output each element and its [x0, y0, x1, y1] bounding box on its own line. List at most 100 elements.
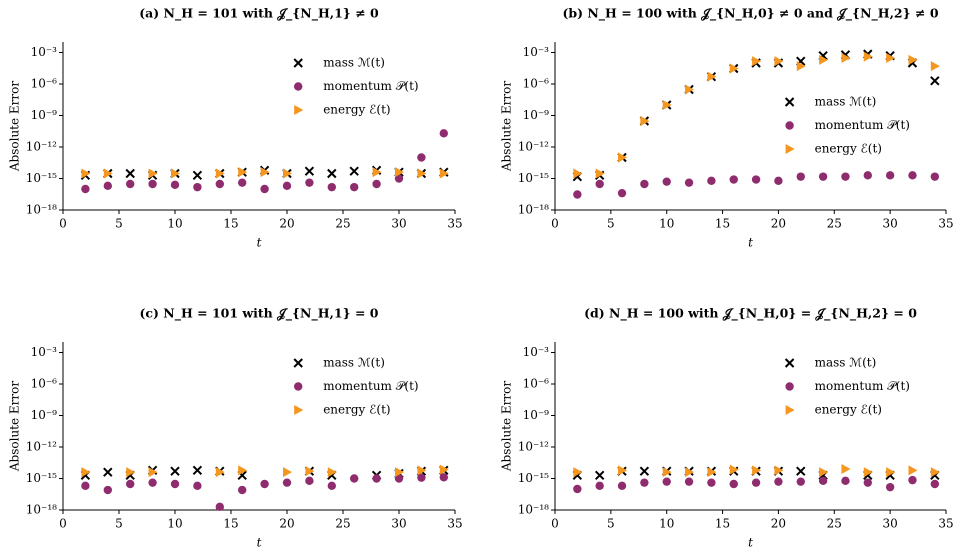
legend-label: energy ℰ(t) [323, 103, 390, 117]
data-point [372, 167, 382, 178]
data-point [238, 465, 248, 476]
data-point [327, 182, 336, 192]
data-point [327, 467, 337, 478]
x-tick-label: 35 [447, 517, 462, 531]
data-point [573, 467, 583, 478]
data-point [238, 178, 247, 187]
data-point [126, 179, 135, 189]
data-point [595, 168, 605, 179]
data-point [617, 481, 627, 491]
data-point [305, 476, 314, 486]
data-point [103, 467, 113, 477]
data-point [283, 467, 292, 478]
data-point [908, 54, 918, 65]
x-tick-label: 0 [551, 517, 559, 531]
y-tick-label: 10⁻⁹ [31, 108, 58, 122]
legend-label: energy ℰ(t) [815, 142, 882, 156]
x-tick-label: 5 [607, 517, 615, 531]
data-point [863, 171, 872, 180]
data-point [304, 166, 315, 176]
data-point [617, 188, 627, 198]
data-point [863, 478, 872, 487]
data-point [863, 467, 873, 478]
data-point [148, 478, 157, 487]
y-tick-label: 10⁻³ [523, 45, 550, 59]
data-point [260, 479, 269, 489]
legend-label: mass ℳ(t) [323, 356, 385, 370]
data-point [908, 475, 917, 485]
data-point [215, 168, 225, 179]
legend-label: energy ℰ(t) [815, 403, 882, 417]
data-point [192, 170, 203, 181]
data-point [639, 466, 650, 476]
data-point [350, 474, 359, 483]
data-point [707, 478, 716, 487]
legend-marker [294, 405, 304, 415]
y-tick-label: 10⁻³ [31, 45, 58, 59]
data-point [125, 168, 135, 179]
x-tick-label: 15 [223, 517, 238, 531]
data-point [930, 61, 940, 72]
data-point [818, 172, 828, 181]
data-point [305, 178, 314, 187]
data-point [640, 179, 649, 189]
data-point [729, 175, 738, 184]
y-axis-label: Absolute Error [8, 81, 22, 172]
data-point [886, 52, 896, 63]
data-point [170, 466, 180, 476]
x-axis-label: t [257, 536, 262, 550]
legend-label: momentum 𝒫(t) [323, 79, 418, 93]
x-tick-label: 25 [335, 217, 350, 231]
data-point [81, 467, 91, 478]
data-point [841, 172, 850, 181]
y-tick-label: 10⁻⁹ [523, 108, 550, 122]
x-tick-label: 0 [59, 517, 67, 531]
data-point [640, 478, 649, 487]
data-point [372, 179, 381, 189]
data-point [841, 52, 851, 63]
data-point [930, 467, 940, 478]
y-tick-label: 10⁻¹⁵ [26, 471, 57, 485]
data-point [126, 479, 135, 489]
data-point [417, 153, 426, 162]
data-point [662, 177, 671, 186]
data-point [439, 129, 448, 138]
data-point [751, 478, 761, 487]
y-tick-label: 10⁻¹⁸ [518, 503, 549, 517]
data-point [417, 465, 427, 476]
x-tick-label: 15 [223, 217, 238, 231]
data-point [103, 181, 113, 191]
legend-marker [785, 382, 794, 391]
data-point [260, 167, 270, 178]
x-tick-label: 0 [59, 217, 67, 231]
x-tick-label: 10 [659, 517, 674, 531]
data-point [774, 176, 783, 186]
x-tick-label: 5 [115, 217, 123, 231]
data-point [774, 56, 784, 67]
data-point [305, 466, 315, 477]
data-point [796, 477, 805, 486]
data-point [215, 502, 224, 512]
data-point [618, 465, 628, 476]
data-point [372, 474, 381, 483]
data-point [193, 481, 202, 491]
legend-marker [294, 105, 304, 115]
data-point [171, 168, 180, 179]
y-tick-label: 10⁻⁶ [523, 77, 550, 91]
y-tick-label: 10⁻⁶ [31, 77, 58, 91]
data-point [327, 481, 336, 491]
data-point [395, 467, 404, 478]
x-tick-label: 15 [715, 517, 730, 531]
data-point [350, 182, 359, 192]
data-point [573, 168, 583, 179]
data-point [238, 485, 247, 495]
data-point [573, 190, 582, 199]
data-point [81, 481, 90, 491]
x-tick-label: 25 [335, 517, 350, 531]
x-tick-label: 30 [391, 217, 406, 231]
data-point [148, 168, 158, 179]
legend-marker [784, 358, 795, 368]
data-point [729, 63, 739, 74]
x-tick-label: 30 [883, 217, 898, 231]
data-point [729, 479, 738, 489]
